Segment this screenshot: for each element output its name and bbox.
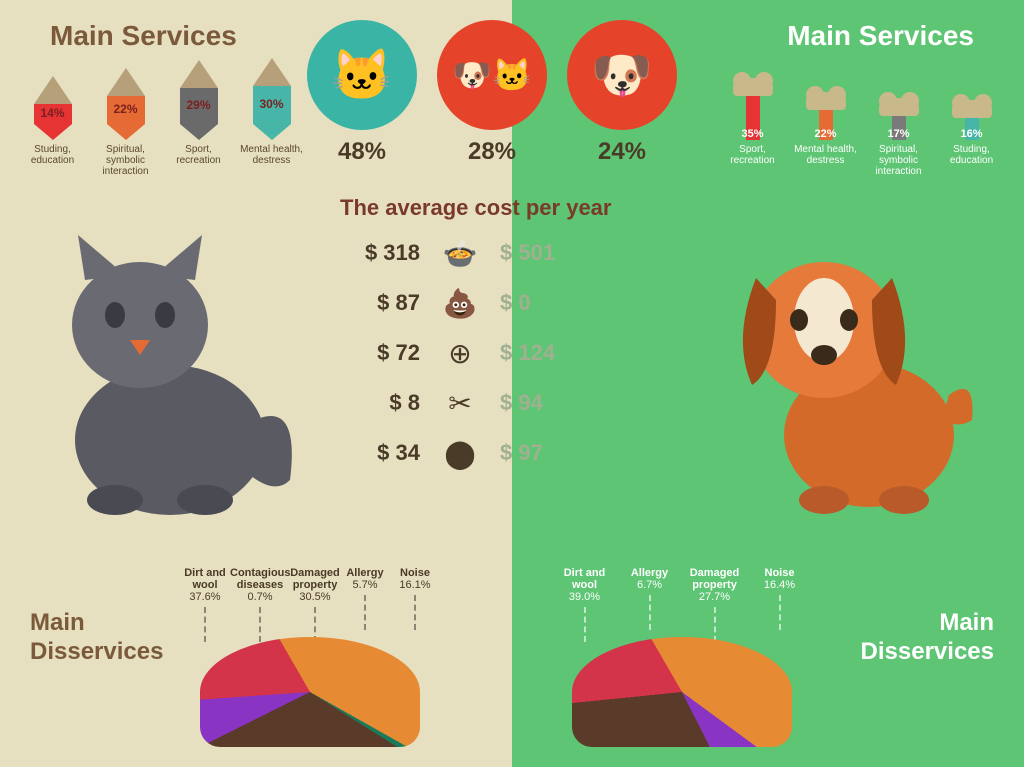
fish-service-item: 14% Studing, education — [20, 60, 85, 177]
bone-service-item: 35% Sport, recreation — [720, 60, 785, 177]
left-services-title: Main Services — [50, 20, 237, 52]
ownership-circle: 🐱48% — [307, 20, 417, 166]
cost-row: $ 87 💩 $ 0 — [340, 278, 580, 328]
bone-service-item: 22% Mental health, destress — [793, 60, 858, 177]
pie-slice-label: Dirt and wool39.0% — [555, 567, 615, 642]
cost-row: $ 72 ⊕ $ 124 — [340, 328, 580, 378]
pie-slice-label: Dirt and wool37.6% — [180, 567, 230, 642]
left-disservices-title: MainDisservices — [30, 609, 163, 667]
dog-pie-container: Dirt and wool39.0%Allergy6.7%Damaged pro… — [552, 567, 812, 747]
cost-icon: ✂ — [435, 387, 485, 420]
dog-services-row: 35% Sport, recreation 22% Mental health,… — [720, 60, 1004, 177]
ownership-circle: 🐶24% — [567, 20, 677, 166]
fish-service-item: 30% Mental health, destress — [239, 60, 304, 177]
pie-slice-label: Contagious diseases0.7% — [230, 567, 290, 642]
cost-cat-value: $ 8 — [340, 390, 420, 416]
fish-service-item: 22% Spiritual, symbolic interaction — [93, 60, 158, 177]
dog-pie-labels: Dirt and wool39.0%Allergy6.7%Damaged pro… — [552, 567, 812, 642]
cost-table: $ 318 🍲 $ 501$ 87 💩 $ 0$ 72 ⊕ $ 124$ 8 ✂… — [340, 228, 580, 478]
cost-icon: ⊕ — [435, 337, 485, 370]
cat-pie-container: Dirt and wool37.6%Contagious diseases0.7… — [180, 567, 440, 747]
fish-service-item: 29% Sport, recreation — [166, 60, 231, 177]
cost-row: $ 8 ✂ $ 94 — [340, 378, 580, 428]
cat-illustration — [30, 220, 310, 552]
cost-dog-value: $ 501 — [500, 240, 580, 266]
cost-icon: 💩 — [435, 287, 485, 320]
cost-cat-value: $ 72 — [340, 340, 420, 366]
pie-slice-label: Noise16.1% — [390, 567, 440, 642]
cat-pie-chart — [200, 637, 420, 747]
pie-slice-label: Damaged property27.7% — [685, 567, 745, 642]
cost-dog-value: $ 0 — [500, 290, 580, 316]
cat-services-row: 14% Studing, education 22% Spiritual, sy… — [20, 60, 304, 177]
cost-cat-value: $ 34 — [340, 440, 420, 466]
bone-service-item: 17% Spiritual, symbolic interaction — [866, 60, 931, 177]
bone-service-item: 16% Studing, education — [939, 60, 1004, 177]
cost-dog-value: $ 94 — [500, 390, 580, 416]
cost-title: The average cost per year — [340, 195, 611, 221]
pie-slice-label: Allergy5.7% — [340, 567, 390, 642]
cost-cat-value: $ 318 — [340, 240, 420, 266]
dog-pie-chart — [572, 637, 792, 747]
cost-dog-value: $ 97 — [500, 440, 580, 466]
cost-row: $ 318 🍲 $ 501 — [340, 228, 580, 278]
pie-slice-label: Noise16.4% — [750, 567, 810, 642]
infographic-container: Main Services 14% Studing, education 22%… — [0, 0, 1024, 767]
cost-cat-value: $ 87 — [340, 290, 420, 316]
pie-slice-label: Damaged property30.5% — [290, 567, 340, 642]
pie-slice-label: Allergy6.7% — [620, 567, 680, 642]
right-disservices-title: MainDisservices — [861, 609, 994, 667]
cost-icon: ⬤ — [435, 437, 485, 470]
ownership-circles: 🐱48%🐶🐱28%🐶24% — [307, 20, 677, 166]
right-services-title: Main Services — [787, 20, 974, 52]
cost-row: $ 34 ⬤ $ 97 — [340, 428, 580, 478]
cost-icon: 🍲 — [435, 237, 485, 270]
cost-dog-value: $ 124 — [500, 340, 580, 366]
cat-pie-labels: Dirt and wool37.6%Contagious diseases0.7… — [180, 567, 440, 642]
ownership-circle: 🐶🐱28% — [437, 20, 547, 166]
dog-illustration — [714, 220, 994, 552]
